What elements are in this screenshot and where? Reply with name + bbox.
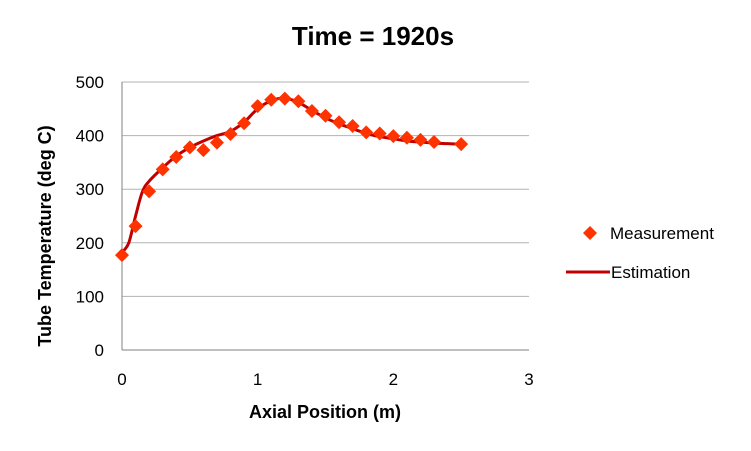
- measurement-point: [196, 143, 211, 158]
- legend-label-measurement: Measurement: [610, 224, 714, 243]
- y-tick-label: 100: [76, 287, 104, 306]
- y-tick-label: 0: [95, 341, 104, 360]
- measurement-point: [250, 99, 265, 114]
- legend-item-measurement: Measurement: [583, 224, 714, 243]
- measurement-point: [304, 103, 319, 118]
- legend-item-estimation: Estimation: [566, 263, 690, 282]
- measurement-point: [169, 150, 184, 165]
- measurement-point: [237, 116, 252, 131]
- measurement-series: [115, 91, 469, 263]
- y-tick-label: 400: [76, 127, 104, 146]
- measurement-point: [454, 137, 469, 152]
- measurement-point: [318, 108, 333, 123]
- estimation-line: [120, 96, 462, 254]
- measurement-point: [372, 126, 387, 141]
- x-axis-title: Axial Position (m): [249, 402, 401, 422]
- legend-label-estimation: Estimation: [611, 263, 690, 282]
- legend: Measurement Estimation: [566, 224, 714, 282]
- measurement-point: [182, 140, 197, 155]
- measurement-point: [115, 248, 129, 263]
- measurement-point: [345, 118, 360, 133]
- y-tick-label: 200: [76, 234, 104, 253]
- measurement-point: [427, 135, 442, 150]
- measurement-point: [142, 184, 157, 199]
- measurement-point: [399, 130, 414, 145]
- x-tick-label: 1: [253, 370, 262, 389]
- measurement-point: [264, 92, 279, 107]
- tick-labels: 0 100 200 300 400 500 0 1 2 3: [76, 73, 534, 389]
- x-tick-label: 2: [389, 370, 398, 389]
- measurement-point: [413, 132, 428, 147]
- y-axis-title: Tube Temperature (deg C): [35, 125, 55, 346]
- chart-title: Time = 1920s: [292, 21, 454, 51]
- x-tick-label: 0: [117, 370, 126, 389]
- y-tick-label: 300: [76, 180, 104, 199]
- measurement-point: [277, 91, 292, 106]
- measurement-point: [291, 94, 306, 109]
- estimation-series: [120, 96, 462, 254]
- measurement-point: [359, 125, 374, 140]
- measurement-point: [128, 219, 143, 234]
- measurement-point: [209, 135, 224, 150]
- axes: [121, 82, 529, 351]
- legend-diamond-marker: [583, 226, 597, 240]
- y-tick-label: 500: [76, 73, 104, 92]
- x-tick-label: 3: [524, 370, 533, 389]
- measurement-point: [223, 126, 238, 141]
- measurement-point: [332, 115, 347, 130]
- measurement-point: [386, 129, 401, 144]
- measurement-point: [155, 162, 170, 177]
- grid: [122, 81, 529, 297]
